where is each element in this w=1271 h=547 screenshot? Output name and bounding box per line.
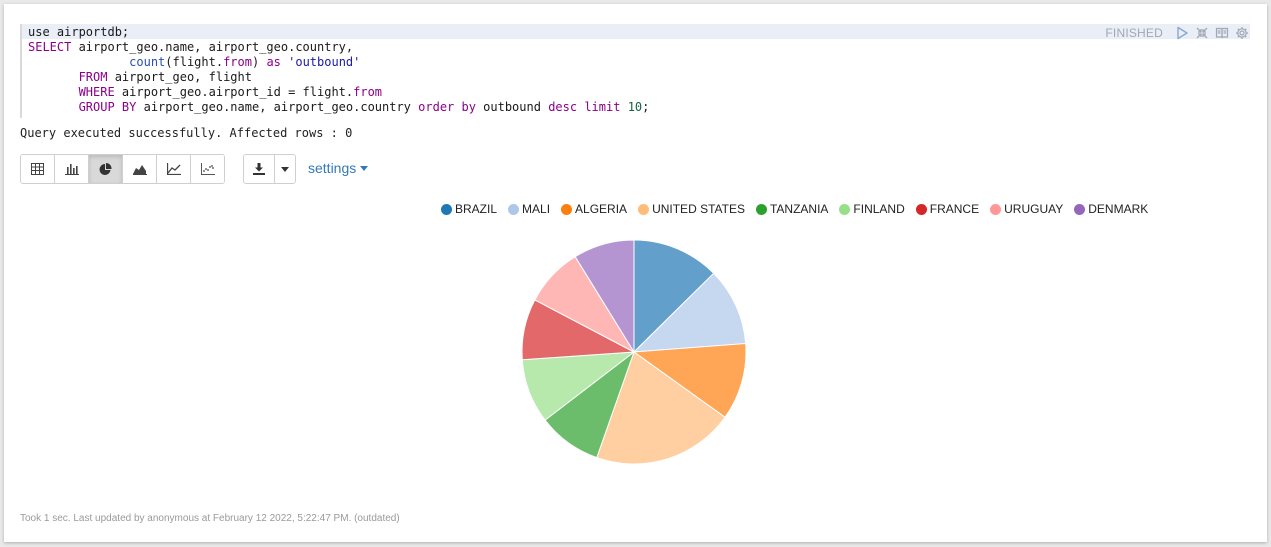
legend-swatch: [441, 203, 452, 215]
pie-slice[interactable]: [632, 343, 747, 418]
scatter-chart-icon: [200, 163, 215, 175]
legend-label: MALI: [522, 202, 551, 216]
legend-label: DENMARK: [1088, 202, 1149, 216]
legend-label: BRAZIL: [455, 202, 498, 216]
pie-slice[interactable]: [596, 351, 726, 465]
legend-item[interactable]: MALI: [508, 202, 550, 216]
book-icon[interactable]: [1215, 26, 1229, 40]
line-chart-button[interactable]: [157, 155, 191, 183]
area-chart-button[interactable]: [123, 155, 157, 183]
legend-swatch: [508, 203, 520, 215]
area-chart-icon: [132, 165, 147, 175]
legend-item[interactable]: FINLAND: [839, 202, 905, 216]
settings-label: settings: [308, 160, 357, 176]
code-line[interactable]: SELECT airport_geo.name, airport_geo.cou…: [28, 40, 354, 54]
code-line[interactable]: WHERE airport_geo.airport_id = flight.fr…: [78, 85, 383, 99]
editor-gutter: [20, 24, 22, 118]
visualization-toolbar: [20, 154, 225, 184]
legend-item[interactable]: DENMARK: [1074, 202, 1148, 216]
notebook-paragraph: use airportdb; SELECT airport_geo.name, a…: [4, 4, 1267, 542]
result-message: Query executed successfully. Affected ro…: [20, 126, 353, 140]
legend-label: FRANCE: [929, 202, 980, 216]
legend-item[interactable]: BRAZIL: [441, 202, 497, 216]
legend-swatch: [990, 203, 1002, 215]
code-line[interactable]: FROM airport_geo, flight: [78, 70, 252, 84]
legend-item[interactable]: TANZANIA: [755, 202, 829, 216]
legend-label: TANZANIA: [769, 202, 829, 216]
legend-item[interactable]: ALGERIA: [561, 202, 627, 216]
code-editor[interactable]: use airportdb; SELECT airport_geo.name, a…: [20, 24, 1250, 118]
pie-slice[interactable]: [633, 239, 715, 354]
legend-swatch: [561, 203, 573, 215]
bar-chart-icon: [64, 164, 79, 175]
table-view-button[interactable]: [21, 155, 55, 183]
download-options-toggle[interactable]: [274, 155, 295, 183]
download-dropdown: [243, 154, 296, 184]
pie-slice[interactable]: [632, 272, 747, 353]
chart-legend: BRAZIL MALI ALGERIA UNITED STATES TANZANIA FI…: [441, 202, 1159, 216]
download-icon: [253, 163, 265, 175]
pie-chart-icon: [99, 162, 112, 175]
legend-item[interactable]: FRANCE: [915, 202, 980, 216]
run-icon[interactable]: [1175, 26, 1189, 40]
footer-status: Took 1 sec. Last updated by anonymous at…: [20, 513, 400, 524]
sql-code[interactable]: use airportdb; SELECT airport_geo.name, a…: [28, 25, 649, 115]
legend-swatch: [755, 203, 767, 215]
code-line[interactable]: use airportdb;: [28, 25, 130, 39]
status-label: FINISHED: [1105, 26, 1163, 40]
pie-chart-button[interactable]: [89, 155, 123, 183]
table-icon: [31, 163, 44, 175]
legend-item[interactable]: UNITED STATES: [638, 202, 745, 216]
code-line[interactable]: count(flight.from) as 'outbound': [129, 55, 361, 69]
gear-icon[interactable]: [1235, 26, 1249, 40]
scatter-chart-button[interactable]: [191, 155, 224, 183]
pie-slice[interactable]: [574, 239, 635, 354]
legend-label: FINLAND: [853, 202, 905, 216]
legend-swatch: [915, 203, 927, 215]
code-line[interactable]: GROUP BY airport_geo.name, airport_geo.c…: [78, 100, 650, 114]
legend-label: URUGUAY: [1004, 202, 1064, 216]
legend-label: ALGERIA: [575, 202, 628, 216]
active-line-highlight: [20, 24, 1250, 39]
legend-swatch: [638, 203, 650, 215]
paragraph-controls: FINISHED: [1105, 26, 1249, 40]
legend-swatch: [1074, 203, 1086, 215]
bar-chart-button[interactable]: [55, 155, 89, 183]
settings-link[interactable]: settings: [308, 160, 369, 176]
caret-down-icon: [281, 166, 289, 172]
pie-chart: [521, 239, 747, 465]
legend-label: UNITED STATES: [652, 202, 745, 216]
legend-item[interactable]: URUGUAY: [990, 202, 1063, 216]
expand-icon[interactable]: [1195, 26, 1209, 40]
caret-down-icon: [360, 165, 369, 171]
line-chart-icon: [166, 163, 181, 175]
download-button[interactable]: [244, 155, 274, 183]
legend-swatch: [839, 203, 851, 215]
